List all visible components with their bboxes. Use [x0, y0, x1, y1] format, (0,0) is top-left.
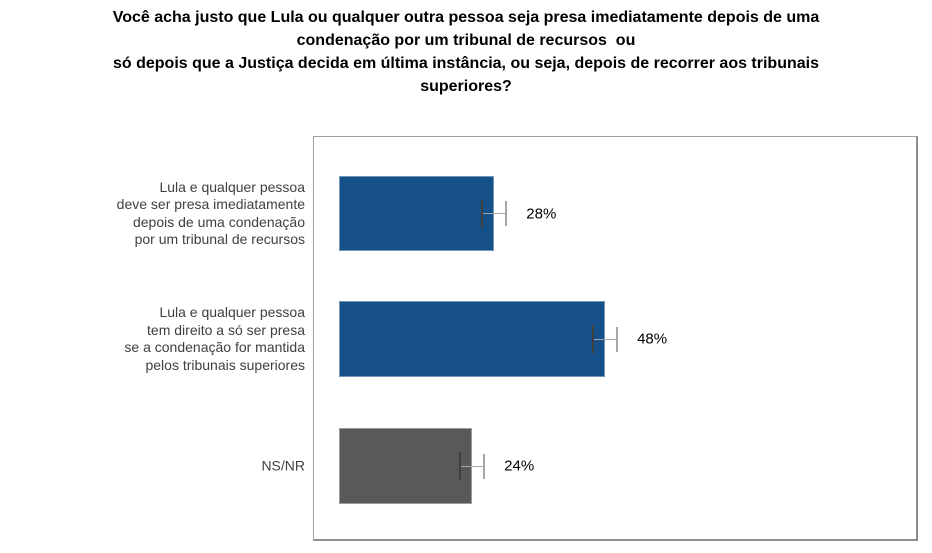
error-bar-cap-left — [458, 452, 461, 480]
category-label: NS/NR — [0, 457, 305, 475]
category-label-line: NS/NR — [261, 457, 305, 474]
title-line: condenação por um tribunal de recursos o… — [296, 32, 636, 49]
category-label: Lula e qualquer pessoa deve ser presa ime… — [0, 179, 305, 249]
error-bar-cap-right — [616, 326, 619, 352]
category-label-line: tem direito a só ser presa — [147, 321, 305, 338]
category-label-line: por um tribunal de recursos — [134, 231, 305, 247]
chart-title: Você acha justo que Lula ou qualquer out… — [0, 6, 932, 98]
bar-1 — [339, 176, 495, 251]
error-bar-cap-left — [591, 325, 594, 353]
title-line: Você acha justo que Lula ou qualquer out… — [112, 9, 820, 26]
bar-2 — [339, 301, 605, 377]
value-label: 28% — [526, 205, 557, 222]
error-bar-cap-right — [483, 453, 486, 479]
title-line: só depois que a Justiça decida em última… — [112, 55, 819, 72]
error-bar-cap-right — [505, 201, 508, 226]
value-label: 24% — [504, 457, 535, 475]
category-label-line: Lula e qualquer pessoa — [159, 304, 305, 320]
error-bar-line — [481, 213, 507, 214]
category-label-line: pelos tribunais superiores — [145, 356, 305, 373]
value-label: 48% — [637, 330, 668, 348]
category-label: Lula e qualquer pessoa tem direito a só s… — [0, 304, 305, 374]
error-bar-line — [459, 465, 485, 467]
category-label-line: deve ser presa imediatamente — [116, 196, 305, 212]
error-bar-line — [592, 338, 618, 340]
category-label-line: Lula e qualquer pessoa — [159, 178, 305, 195]
error-bar-cap-left — [480, 199, 483, 228]
title-line: superiores? — [420, 78, 512, 95]
bar-3 — [339, 428, 472, 504]
category-label-line: depois de uma condenação — [132, 213, 305, 230]
category-label-line: se a condenação for mantida — [124, 339, 305, 355]
